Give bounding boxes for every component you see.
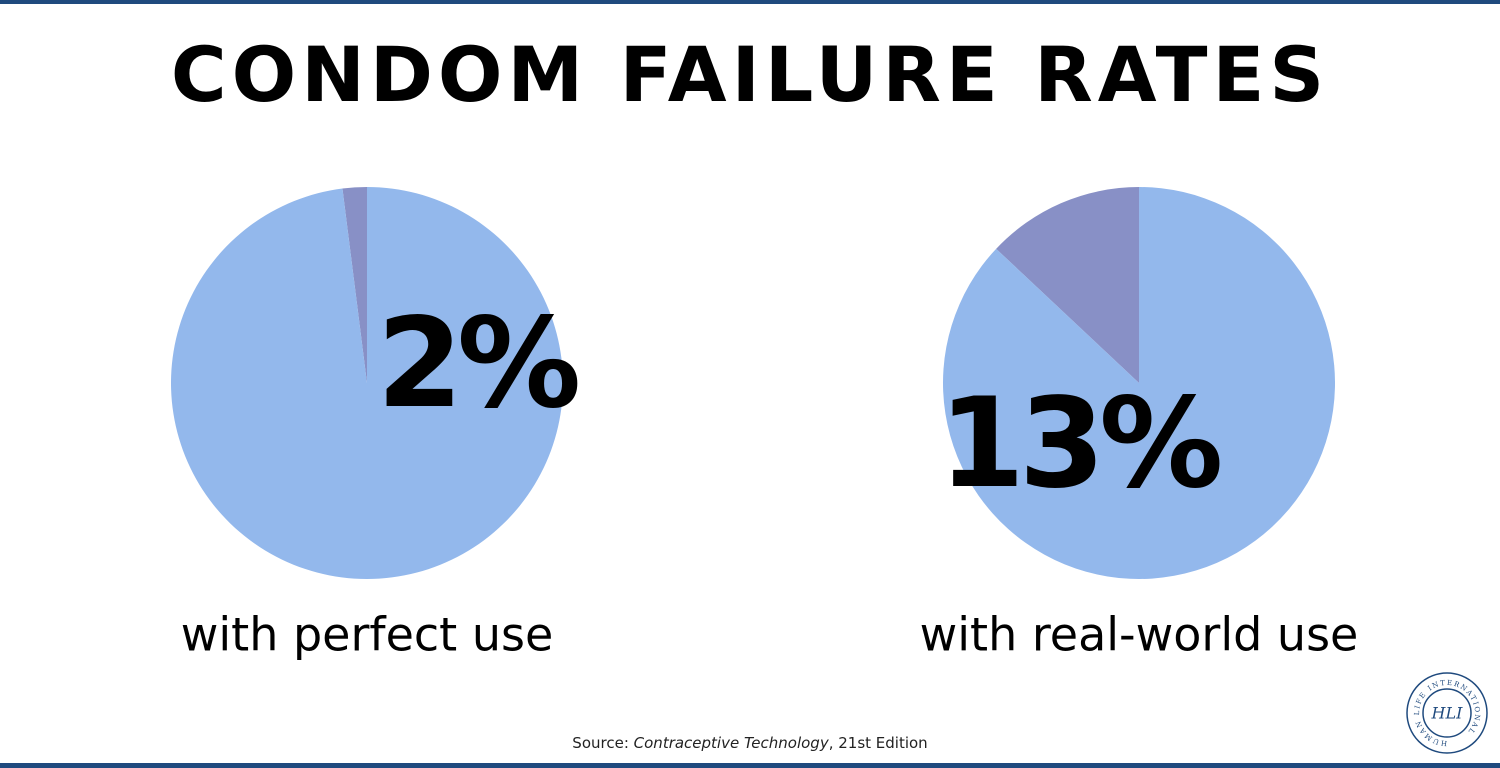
value-label: 2% bbox=[377, 292, 578, 436]
pie-caption: with real-world use bbox=[920, 608, 1359, 662]
pie-slice bbox=[171, 187, 564, 579]
pie-slice bbox=[943, 187, 1335, 579]
top-border bbox=[0, 0, 1500, 4]
logo-inner-ring bbox=[1422, 688, 1472, 738]
value-label: 13% bbox=[939, 372, 1221, 516]
pie-slice bbox=[996, 187, 1139, 383]
logo-initials: HLI bbox=[1431, 704, 1464, 723]
logo-ring bbox=[1406, 672, 1488, 754]
pie-slice bbox=[342, 187, 367, 383]
logo: HUMAN LIFE INTERNATIONAL HLI bbox=[1406, 672, 1488, 754]
pie-caption: with perfect use bbox=[181, 608, 554, 662]
source-prefix: Source: bbox=[572, 734, 629, 752]
source: Source: Contraceptive Technology, 21st E… bbox=[572, 734, 927, 752]
source-work: Contraceptive Technology bbox=[634, 734, 830, 752]
title: CONDOM FAILURE RATES bbox=[171, 30, 1329, 119]
source-suffix: , 21st Edition bbox=[829, 734, 928, 752]
bottom-border bbox=[0, 763, 1500, 768]
